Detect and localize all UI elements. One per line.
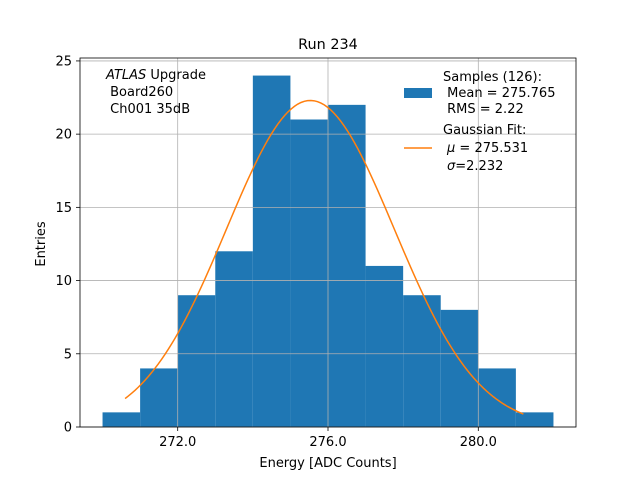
annotation-line-2: Board260 [106,85,173,100]
legend-fit-mu: μ = 275.531 [446,141,528,156]
y-axis-label: Entries [34,221,49,267]
run-annotation: ATLAS Upgrade Board260 Ch001 35dB [105,68,206,117]
y-tick-label: 10 [55,274,72,289]
annotation-line-1: ATLAS Upgrade [105,68,206,83]
x-tick-label: 280.0 [460,435,497,450]
y-tick-label: 5 [64,347,72,362]
x-tick-label: 272.0 [159,435,196,450]
legend-samples-mean: Mean = 275.765 [443,86,555,101]
histogram-bar [365,265,404,427]
annotation-upgrade: Upgrade [146,68,206,83]
histogram-bar [290,119,328,427]
y-tick-label: 15 [55,201,72,216]
legend-fit-sigma: σ=2.232 [447,159,503,174]
annotation-experiment: ATLAS [105,68,146,83]
legend-samples-swatch [404,88,432,98]
histogram-bar [515,412,554,427]
y-tick-label: 20 [55,128,72,143]
legend-mu-symbol: μ [446,141,455,156]
legend-samples-rms: RMS = 2.22 [443,102,524,117]
legend-fit-title: Gaussian Fit: [443,123,526,138]
histogram-bar [403,295,441,427]
histogram-bar [328,104,366,427]
histogram-bar [140,368,178,427]
legend: Samples (126): Mean = 275.765 RMS = 2.22… [404,70,555,174]
axis-ticks: 272.0 276.0 280.0 0 5 10 15 20 25 [55,54,496,450]
histogram-bar [252,75,291,428]
legend-mu-value: = 275.531 [455,141,528,156]
histogram-bar [478,368,516,427]
chart-title: Run 234 [298,37,358,53]
x-axis-label: Energy [ADC Counts] [259,456,396,471]
histogram-bar [177,295,216,427]
histogram-bar [440,309,479,427]
grid-lines [80,58,576,428]
histogram-bar [215,251,253,427]
legend-samples-title: Samples (126): [443,70,542,85]
y-tick-label: 0 [64,421,72,436]
legend-sigma-value: =2.232 [455,159,503,174]
histogram-bar [102,412,141,427]
plot-area: 272.0 276.0 280.0 0 5 10 15 20 25 [55,54,577,450]
y-tick-label: 25 [55,54,72,69]
x-tick-label: 276.0 [309,435,346,450]
gaussian-fit-curve [124,99,524,415]
legend-sigma-symbol: σ [447,159,456,174]
annotation-line-3: Ch001 35dB [106,102,190,117]
